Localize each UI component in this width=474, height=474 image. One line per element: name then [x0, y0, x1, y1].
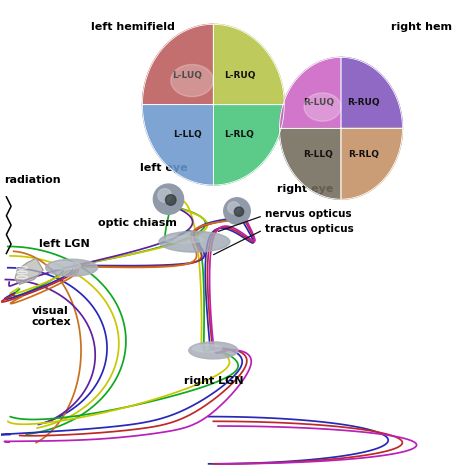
Text: R-LUQ: R-LUQ [303, 98, 334, 107]
Text: nervus opticus: nervus opticus [265, 210, 352, 219]
Polygon shape [143, 105, 213, 185]
Ellipse shape [280, 57, 402, 199]
Circle shape [234, 207, 244, 216]
Circle shape [154, 184, 183, 214]
Ellipse shape [171, 64, 213, 97]
Ellipse shape [304, 93, 341, 121]
Ellipse shape [159, 231, 230, 252]
Text: L-RLQ: L-RLQ [225, 130, 255, 139]
Text: L-RUQ: L-RUQ [224, 71, 255, 80]
Text: L-LLQ: L-LLQ [173, 130, 201, 139]
Text: tractus opticus: tractus opticus [265, 224, 354, 234]
Circle shape [224, 198, 250, 224]
Ellipse shape [164, 236, 203, 243]
Polygon shape [143, 24, 213, 105]
Polygon shape [213, 105, 284, 185]
Ellipse shape [192, 345, 222, 352]
Ellipse shape [46, 259, 98, 276]
Text: L-LUQ: L-LUQ [173, 71, 202, 80]
Polygon shape [280, 128, 341, 199]
Text: left eye: left eye [140, 163, 188, 173]
Text: left LGN: left LGN [38, 239, 89, 249]
Ellipse shape [189, 342, 238, 359]
Text: right eye: right eye [277, 184, 334, 194]
Text: R-LLQ: R-LLQ [303, 150, 333, 159]
Polygon shape [341, 128, 402, 199]
Polygon shape [15, 258, 43, 284]
Circle shape [165, 195, 176, 205]
Text: right hem: right hem [391, 22, 452, 32]
Circle shape [158, 189, 172, 202]
Text: optic chiasm: optic chiasm [98, 218, 176, 228]
Text: radiation: radiation [4, 175, 61, 185]
Circle shape [228, 202, 240, 214]
Text: R-RLQ: R-RLQ [348, 150, 379, 159]
Ellipse shape [49, 262, 81, 269]
Text: R-RUQ: R-RUQ [347, 98, 380, 107]
Text: left hemifield: left hemifield [91, 22, 175, 32]
Polygon shape [213, 24, 284, 105]
Polygon shape [341, 57, 402, 128]
Text: right LGN: right LGN [183, 376, 243, 386]
Polygon shape [280, 57, 341, 128]
Text: visual
cortex: visual cortex [31, 306, 71, 327]
Ellipse shape [143, 24, 284, 185]
